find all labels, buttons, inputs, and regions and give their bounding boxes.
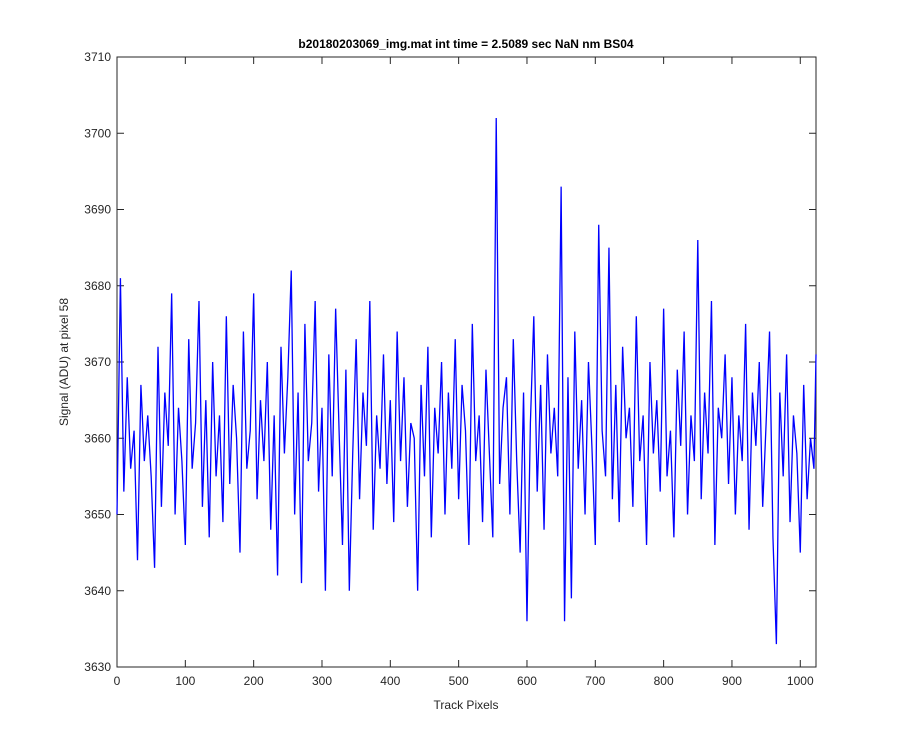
x-tick-label: 400 bbox=[380, 674, 400, 688]
x-tick-label: 900 bbox=[722, 674, 742, 688]
x-tick-label: 500 bbox=[449, 674, 469, 688]
data-line bbox=[116, 117, 817, 645]
x-axis-label: Track Pixels bbox=[434, 698, 499, 712]
y-tick-label: 3670 bbox=[84, 355, 111, 369]
x-tick-label: 1000 bbox=[787, 674, 814, 688]
x-tick-label: 300 bbox=[312, 674, 332, 688]
y-tick-label: 3690 bbox=[84, 203, 111, 217]
chart-title: b20180203069_img.mat int time = 2.5089 s… bbox=[298, 37, 634, 51]
y-tick-label: 3680 bbox=[84, 279, 111, 293]
y-axis-label: Signal (ADU) at pixel 58 bbox=[57, 298, 71, 426]
x-tick-label: 700 bbox=[585, 674, 605, 688]
x-tick-label: 600 bbox=[517, 674, 537, 688]
x-tick-label: 0 bbox=[114, 674, 121, 688]
y-tick-label: 3660 bbox=[84, 431, 111, 445]
x-tick-label: 100 bbox=[175, 674, 195, 688]
y-tick-label: 3700 bbox=[84, 126, 111, 140]
x-tick-label: 800 bbox=[654, 674, 674, 688]
y-tick-label: 3710 bbox=[84, 50, 111, 64]
y-tick-label: 3640 bbox=[84, 584, 111, 598]
y-tick-label: 3650 bbox=[84, 508, 111, 522]
y-tick-label: 3630 bbox=[84, 660, 111, 674]
x-tick-label: 200 bbox=[244, 674, 264, 688]
